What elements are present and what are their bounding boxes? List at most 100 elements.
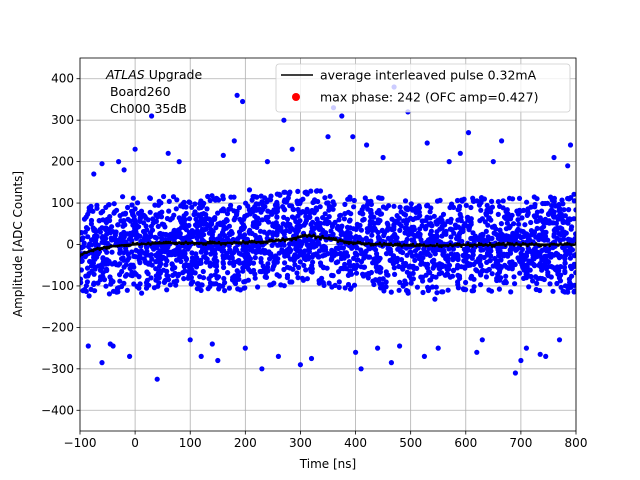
scatter-point — [461, 286, 467, 293]
average-pulse-point — [149, 243, 152, 246]
scatter-outlier-point — [275, 353, 281, 359]
average-pulse-point — [341, 239, 344, 242]
scatter-point — [95, 263, 102, 269]
scatter-point — [186, 264, 192, 270]
scatter-point — [115, 222, 121, 228]
scatter-point — [227, 255, 233, 261]
average-pulse-point — [365, 242, 368, 246]
scatter-point — [543, 256, 549, 262]
scatter-point — [90, 225, 96, 231]
scatter-point — [566, 216, 573, 222]
scatter-point — [265, 261, 271, 267]
scatter-point — [300, 277, 306, 283]
scatter-point — [545, 237, 551, 243]
scatter-point — [415, 230, 421, 236]
scatter-point — [274, 214, 280, 220]
scatter-point — [286, 191, 292, 197]
average-pulse-point — [457, 242, 461, 246]
scatter-point — [86, 293, 92, 299]
y-tick-label: −300 — [41, 362, 74, 376]
scatter-point — [133, 254, 139, 260]
average-pulse-point — [568, 242, 571, 246]
scatter-point — [252, 232, 258, 239]
scatter-point — [207, 197, 213, 204]
scatter-point — [155, 223, 161, 229]
average-pulse-point — [182, 242, 185, 246]
scatter-point — [235, 286, 241, 292]
scatter-point — [221, 275, 227, 282]
average-pulse-point — [550, 242, 554, 246]
scatter-outlier-point — [234, 92, 240, 98]
average-pulse-point — [80, 253, 84, 256]
scatter-point — [454, 197, 461, 204]
average-pulse-point — [334, 237, 338, 240]
scatter-point — [405, 288, 411, 294]
scatter-point — [396, 263, 402, 270]
scatter-point — [458, 264, 464, 270]
scatter-point — [347, 217, 353, 223]
scatter-point — [331, 201, 337, 208]
scatter-point — [481, 254, 487, 261]
scatter-point — [112, 235, 118, 242]
scatter-point — [548, 194, 554, 200]
scatter-point — [216, 246, 222, 252]
average-pulse-point — [164, 240, 168, 244]
scatter-point — [155, 283, 161, 289]
scatter-point — [387, 250, 393, 256]
scatter-point — [142, 232, 148, 238]
scatter-point — [431, 263, 437, 269]
scatter-point — [362, 195, 368, 201]
scatter-point — [571, 198, 576, 204]
scatter-point — [403, 221, 409, 227]
scatter-point — [206, 230, 212, 236]
average-pulse-point — [435, 242, 439, 246]
scatter-outlier-point — [446, 159, 452, 165]
scatter-point — [138, 208, 145, 214]
scatter-point — [183, 227, 189, 233]
scatter-point — [129, 202, 135, 208]
average-pulse-point — [418, 242, 421, 246]
scatter-point — [471, 284, 477, 290]
scatter-point — [532, 204, 538, 210]
scatter-point — [80, 235, 86, 241]
scatter-point — [285, 221, 291, 227]
scatter-point — [489, 224, 495, 230]
average-pulse-point — [488, 242, 492, 245]
scatter-point — [503, 208, 509, 214]
scatter-point — [434, 290, 440, 296]
scatter-point — [239, 226, 245, 233]
scatter-point — [336, 217, 342, 223]
scatter-point — [117, 247, 123, 253]
scatter-point — [573, 236, 576, 243]
scatter-point — [406, 264, 412, 270]
scatter-point — [153, 259, 159, 265]
scatter-point — [502, 278, 509, 284]
scatter-outlier-point — [231, 138, 237, 144]
scatter-outlier-point — [240, 98, 246, 105]
scatter-point — [530, 252, 536, 258]
scatter-point — [243, 247, 249, 253]
scatter-point — [193, 264, 200, 270]
scatter-point — [484, 202, 490, 209]
scatter-point — [468, 235, 474, 242]
scatter-point — [163, 262, 169, 268]
scatter-point — [141, 256, 147, 262]
average-pulse-point — [94, 248, 97, 251]
scatter-point — [354, 221, 360, 227]
scatter-point — [376, 257, 382, 263]
scatter-outlier-point — [154, 376, 160, 382]
scatter-point — [169, 261, 175, 267]
average-pulse-point — [259, 241, 263, 245]
scatter-point — [515, 211, 521, 217]
scatter-point — [363, 235, 369, 241]
scatter-point — [103, 225, 109, 231]
scatter-point — [317, 204, 323, 210]
average-pulse-point — [248, 240, 251, 243]
average-pulse-point — [466, 242, 470, 245]
scatter-point — [100, 208, 106, 214]
scatter-point — [127, 265, 133, 271]
scatter-point — [562, 219, 568, 225]
average-pulse-point — [316, 235, 320, 238]
scatter-point — [152, 234, 158, 240]
scatter-point — [513, 247, 519, 253]
